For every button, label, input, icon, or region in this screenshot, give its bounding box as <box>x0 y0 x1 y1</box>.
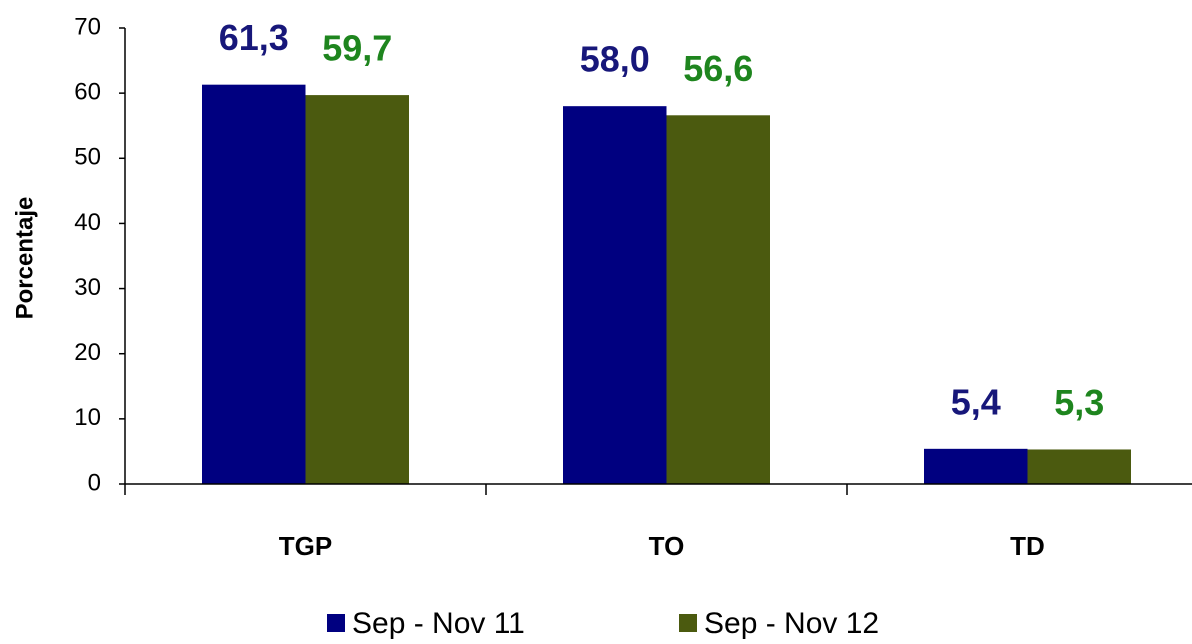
bar <box>202 84 306 484</box>
bar <box>305 95 409 485</box>
y-tick-label: 30 <box>74 274 101 301</box>
y-tick-label: 40 <box>74 209 101 236</box>
bar <box>563 106 667 485</box>
y-tick-label: 10 <box>74 404 101 431</box>
y-tick-label: 20 <box>74 339 101 366</box>
y-tick-label: 0 <box>88 469 101 496</box>
value-label: 58,0 <box>580 39 650 80</box>
y-tick-label: 50 <box>74 144 101 171</box>
y-tick-label: 60 <box>74 78 101 105</box>
bar <box>666 115 770 484</box>
legend-label: Sep - Nov 11 <box>352 607 525 640</box>
legend-label: Sep - Nov 12 <box>704 607 879 640</box>
bar <box>1027 449 1131 484</box>
value-label: 5,4 <box>951 381 1001 422</box>
x-tick-label: TO <box>649 531 685 561</box>
value-label: 56,6 <box>683 48 753 89</box>
legend-swatch <box>327 614 345 632</box>
value-label: 5,3 <box>1054 382 1104 423</box>
x-tick-label: TD <box>1010 531 1045 561</box>
value-label: 61,3 <box>219 17 289 58</box>
y-axis-label: Porcentaje <box>11 197 38 320</box>
x-tick-label: TGP <box>279 531 332 561</box>
bar <box>924 448 1028 484</box>
legend-swatch <box>679 614 697 632</box>
y-tick-label: 70 <box>74 13 101 40</box>
value-label: 59,7 <box>322 28 392 69</box>
